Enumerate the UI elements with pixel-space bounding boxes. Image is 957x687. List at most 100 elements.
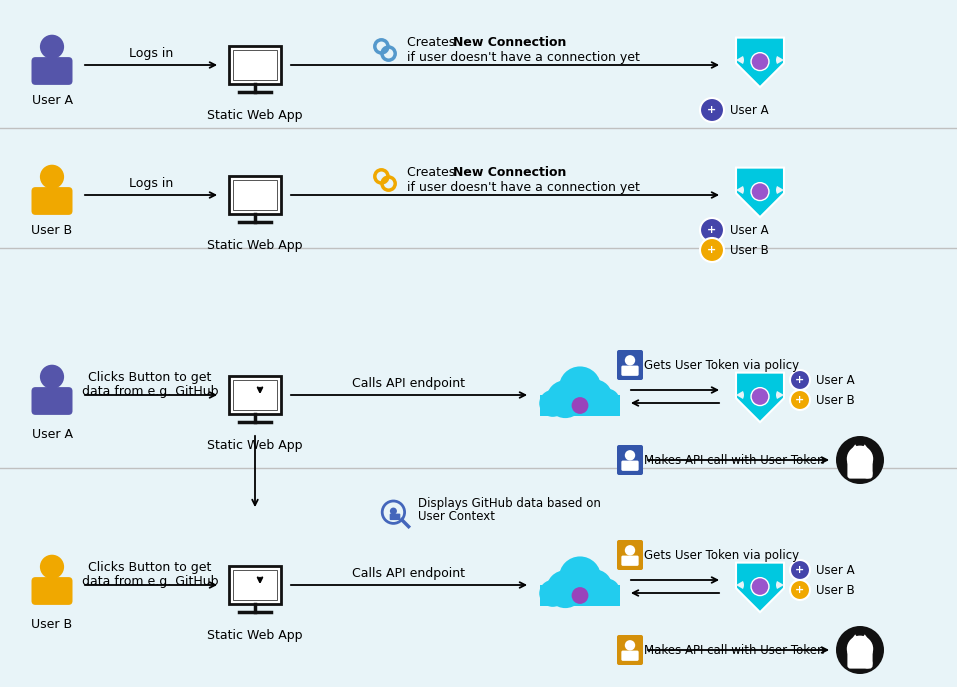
Text: data from e.g. GitHub: data from e.g. GitHub [81,574,218,587]
Text: +: + [707,225,717,235]
FancyBboxPatch shape [32,57,73,85]
Text: Logs in: Logs in [129,47,173,60]
Text: +: + [795,565,805,575]
Text: +: + [795,585,805,595]
FancyBboxPatch shape [617,635,643,665]
Text: Gets User Token via policy: Gets User Token via policy [644,359,799,372]
FancyBboxPatch shape [621,460,638,471]
Text: Logs in: Logs in [129,177,173,190]
Text: Clicks Button to get: Clicks Button to get [88,561,211,574]
Wedge shape [736,581,744,589]
Circle shape [625,450,635,460]
Circle shape [539,390,567,417]
Text: Calls API endpoint: Calls API endpoint [352,567,465,580]
Text: New Connection: New Connection [453,166,567,179]
Wedge shape [736,391,744,399]
Polygon shape [736,168,784,217]
Circle shape [847,635,873,662]
Circle shape [836,436,884,484]
FancyBboxPatch shape [847,460,873,479]
Text: User A: User A [816,374,855,387]
Circle shape [539,580,567,607]
Circle shape [546,381,584,418]
FancyBboxPatch shape [229,566,281,604]
Circle shape [751,53,769,71]
Circle shape [700,238,724,262]
Text: Static Web App: Static Web App [208,238,302,251]
FancyBboxPatch shape [621,365,638,376]
Wedge shape [776,186,784,194]
Circle shape [790,580,810,600]
Circle shape [40,35,64,59]
Circle shape [790,370,810,390]
FancyBboxPatch shape [32,387,73,415]
Text: User A: User A [730,223,768,236]
Circle shape [700,218,724,242]
Text: User B: User B [730,243,768,256]
FancyBboxPatch shape [229,46,281,84]
Circle shape [847,446,873,472]
Text: User B: User B [32,223,73,236]
Text: User A: User A [730,104,768,117]
Text: +: + [795,395,805,405]
Text: Static Web App: Static Web App [208,438,302,451]
Text: if user doesn't have a connection yet: if user doesn't have a connection yet [407,181,640,194]
Circle shape [625,545,635,556]
Text: +: + [795,375,805,385]
Circle shape [571,397,589,414]
Text: Clicks Button to get: Clicks Button to get [88,370,211,383]
Wedge shape [736,56,744,64]
Circle shape [751,578,769,596]
Circle shape [559,556,601,598]
FancyBboxPatch shape [540,585,620,606]
FancyBboxPatch shape [621,651,638,661]
FancyBboxPatch shape [389,514,400,520]
Polygon shape [736,563,784,612]
Circle shape [625,355,635,365]
Circle shape [625,640,635,651]
FancyBboxPatch shape [617,350,643,380]
Circle shape [790,560,810,580]
Text: User B: User B [816,583,855,596]
Text: data from e.g. GitHub: data from e.g. GitHub [81,385,218,398]
Text: +: + [707,245,717,255]
Circle shape [862,468,873,478]
Text: User Context: User Context [418,510,495,523]
FancyBboxPatch shape [847,649,873,668]
FancyBboxPatch shape [233,50,277,80]
Wedge shape [776,391,784,399]
Circle shape [751,387,769,405]
Circle shape [40,165,64,189]
Circle shape [790,390,810,410]
Text: Displays GitHub data based on: Displays GitHub data based on [418,497,601,510]
Text: Gets User Token via policy: Gets User Token via policy [644,548,799,561]
FancyBboxPatch shape [32,577,73,605]
Text: Static Web App: Static Web App [208,629,302,642]
Circle shape [546,570,584,608]
Polygon shape [736,372,784,423]
FancyBboxPatch shape [617,540,643,570]
Circle shape [836,626,884,674]
Circle shape [40,365,64,389]
Wedge shape [736,186,744,194]
Circle shape [700,98,724,122]
Text: User A: User A [32,93,73,106]
Circle shape [559,366,601,409]
Text: User A: User A [816,563,855,576]
FancyBboxPatch shape [233,570,277,600]
FancyBboxPatch shape [229,176,281,214]
FancyBboxPatch shape [233,180,277,210]
Text: +: + [707,105,717,115]
Circle shape [862,658,873,668]
Polygon shape [852,634,858,639]
Text: User B: User B [32,618,73,631]
Text: Makes API call with User Token: Makes API call with User Token [644,644,825,657]
Circle shape [389,508,397,515]
Circle shape [594,578,620,604]
Polygon shape [852,444,858,449]
FancyBboxPatch shape [540,395,620,416]
FancyBboxPatch shape [621,556,638,566]
Text: if user doesn't have a connection yet: if user doesn't have a connection yet [407,51,640,63]
Circle shape [571,587,589,604]
Circle shape [594,389,620,414]
